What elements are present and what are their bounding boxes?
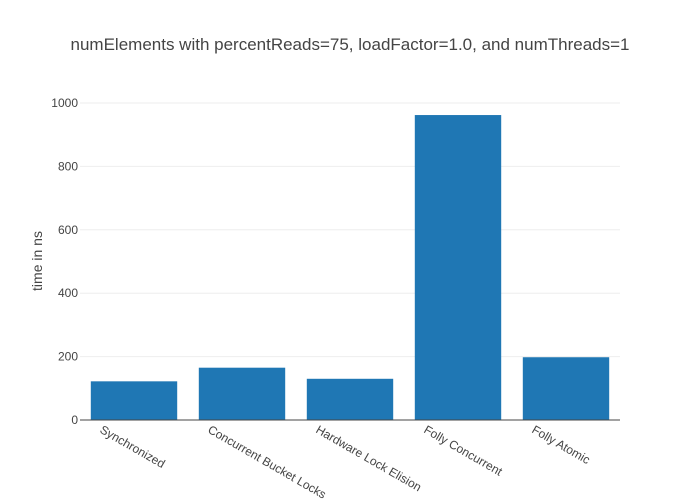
chart-title: numElements with percentReads=75, loadFa… [71,35,630,54]
y-tick-label: 600 [58,223,78,237]
x-tick-label: Hardware Lock Elision [314,422,424,494]
bar-concurrent-bucket-locks [198,367,286,420]
bar-folly-concurrent [414,115,502,421]
y-axis-label: time in ns [29,231,45,291]
bar-folly-atomic [522,357,610,420]
x-tick-label: Folly Atomic [530,422,593,466]
bar-synchronized [90,381,178,420]
y-tick-label: 800 [58,159,78,173]
y-tick-label: 400 [58,286,78,300]
x-axis-ticks: Synchronized Concurrent Bucket LocksHardw… [98,422,593,500]
y-axis-ticks: 0 200 400 600 800 1000 [51,96,78,427]
y-tick-label: 200 [58,350,78,364]
y-tick-label: 0 [71,413,78,427]
x-tick-label: Concurrent Bucket Locks [206,422,329,500]
x-tick-label: Synchronized [98,422,168,470]
bars [90,115,610,421]
y-tick-label: 1000 [51,96,78,110]
bar-hardware-lock-elision [306,378,394,420]
gridlines [80,102,620,358]
x-tick-label: Folly Concurrent [422,422,506,478]
